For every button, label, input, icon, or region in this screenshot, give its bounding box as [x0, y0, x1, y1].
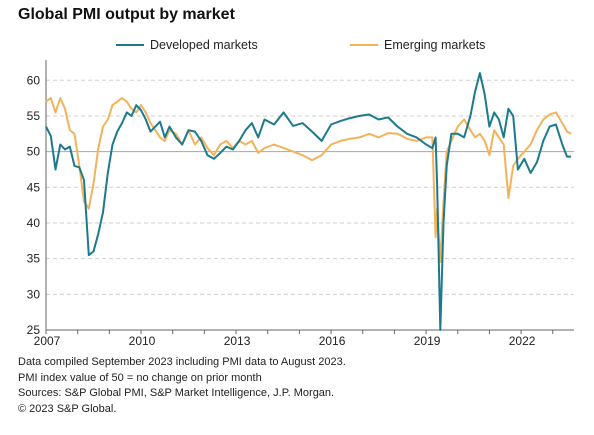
legend-item-emerging: Emerging markets: [350, 38, 485, 52]
series-layer: [45, 72, 572, 331]
x-tick-label: 2022: [509, 334, 536, 348]
x-tick-label: 2019: [414, 334, 441, 348]
y-tick-label: 25: [27, 323, 41, 337]
y-tick-label: 55: [27, 109, 41, 123]
note-line-4: © 2023 S&P Global.: [18, 402, 117, 415]
x-tick-label: 2007: [34, 334, 61, 348]
axis-layer: 25 30 35 40 45 50 55 60 2007 2010 2013 2016 2019 2022: [27, 60, 574, 348]
y-tick-label: 45: [27, 180, 41, 194]
x-tick-label: 2013: [224, 334, 251, 348]
y-tick-label: 35: [27, 252, 41, 266]
legend-label-developed: Developed markets: [150, 38, 258, 52]
series-line-developed: [45, 72, 572, 331]
legend-swatch-emerging: [350, 44, 378, 46]
series-line-emerging: [45, 97, 572, 264]
note-line-1: Data compiled September 2023 including P…: [18, 356, 346, 368]
x-tick-label: 2016: [319, 334, 346, 348]
grid-layer: [46, 79, 574, 295]
pmi-line-chart: 25 30 35 40 45 50 55 60 2007 2010 2013 2016 2019 2022: [27, 60, 574, 348]
legend-swatch-developed: [116, 44, 144, 46]
y-tick-label: 50: [27, 145, 41, 159]
y-tick-label: 30: [27, 287, 41, 301]
note-line-3: Sources: S&P Global PMI, S&P Market Inte…: [18, 387, 335, 399]
y-tick-label: 60: [27, 73, 41, 87]
y-tick-label: 40: [27, 216, 41, 230]
note-line-2: PMI index value of 50 = no change on pri…: [18, 371, 262, 384]
x-tick-label: 2010: [129, 334, 156, 348]
legend-label-emerging: Emerging markets: [384, 38, 486, 52]
chart-notes: Data compiled September 2023 including P…: [18, 355, 346, 417]
chart-title: Global PMI output by market: [18, 6, 235, 23]
legend: Developed markets Emerging markets: [0, 38, 594, 54]
legend-item-developed: Developed markets: [116, 38, 258, 52]
